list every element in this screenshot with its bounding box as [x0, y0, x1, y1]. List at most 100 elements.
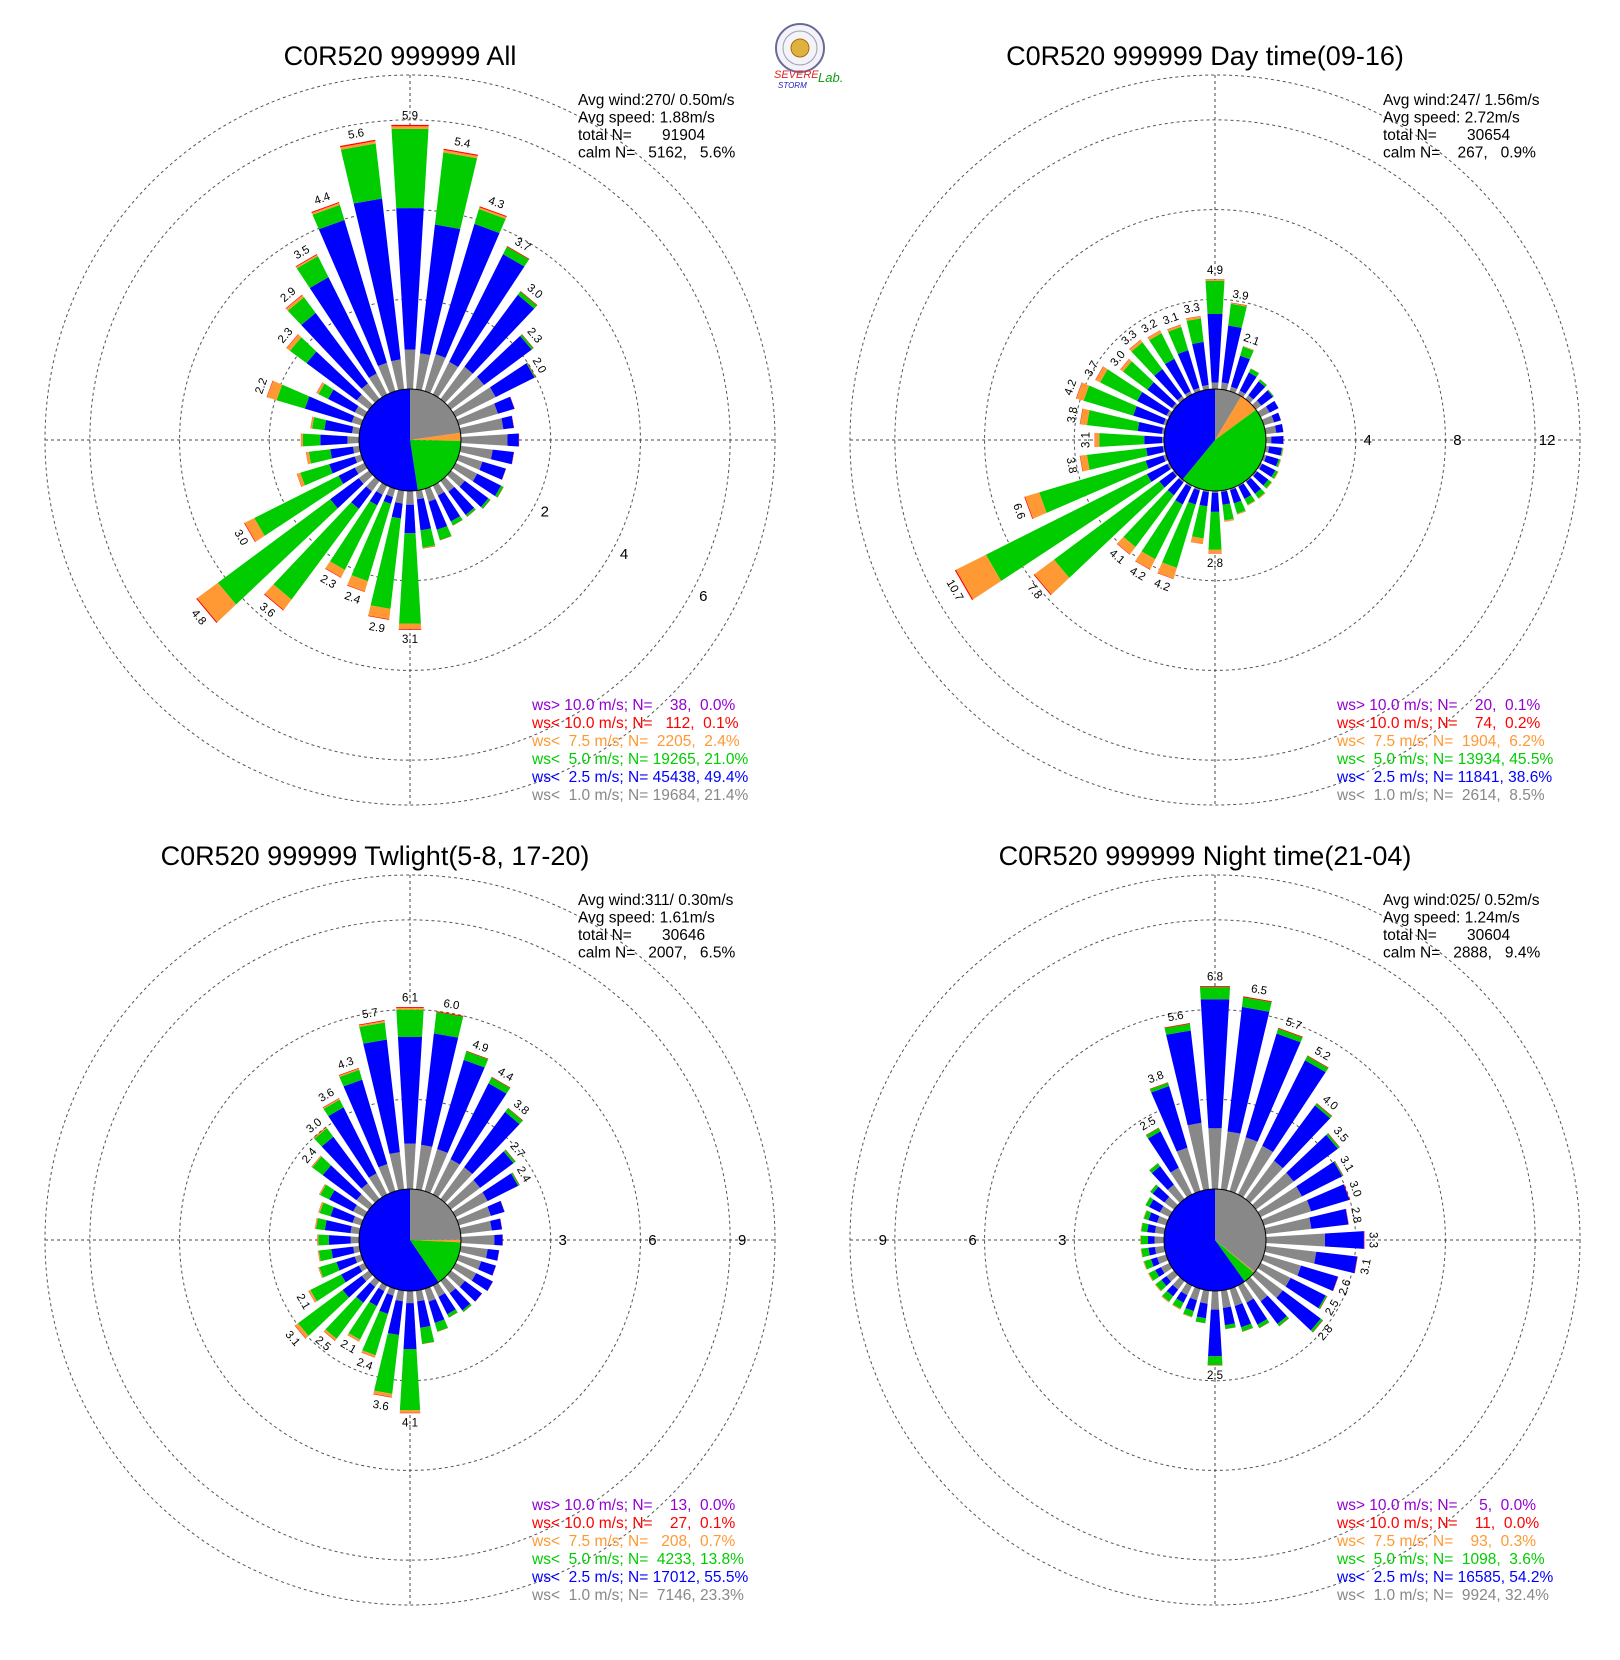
- bar-total-label: 6.8: [1207, 972, 1223, 984]
- bar-seg-lt5: [1195, 1316, 1206, 1324]
- calm-pie: [358, 1188, 462, 1292]
- bar-seg-lt10: [1243, 996, 1272, 1003]
- direction-bar-110: [456, 1254, 497, 1276]
- ring-label: 3: [559, 1232, 567, 1249]
- bar-seg-lt5: [396, 1009, 424, 1038]
- direction-bar-280: [1140, 1222, 1166, 1235]
- bar-seg-lt10: [521, 334, 534, 349]
- calm-pie-slice-blue: [1164, 389, 1215, 480]
- direction-bar-100: [1264, 445, 1284, 456]
- direction-bar-190: [1190, 489, 1210, 545]
- bar-seg-calm: [358, 470, 373, 484]
- bar-seg-lt5: [308, 449, 332, 464]
- bar-seg-lt2_5: [490, 363, 535, 398]
- bar-seg-lt2_5: [1309, 1208, 1349, 1229]
- bar-seg-calm: [459, 418, 504, 435]
- ring-label: 12: [1539, 432, 1556, 449]
- bar-seg-calm: [1185, 482, 1193, 488]
- calm-pie-slice-green: [410, 440, 461, 491]
- bar-total-label: 5.7: [361, 1007, 379, 1022]
- bar-seg-lt5: [1164, 1023, 1191, 1035]
- ring-label: 8: [1453, 432, 1461, 449]
- bar-seg-lt10: [500, 1200, 505, 1212]
- bar-seg-lt5: [312, 1156, 331, 1176]
- bar-seg-lt7_5: [1080, 454, 1090, 472]
- direction-bar-200: 2.4: [355, 1286, 396, 1373]
- bar-seg-lt10: [314, 1217, 317, 1230]
- direction-bar-80: [1264, 424, 1284, 435]
- bar-seg-lt5: [1149, 1163, 1161, 1174]
- calm-pie-slice-blue: [359, 1189, 439, 1291]
- direction-bar-140: [1245, 1277, 1290, 1327]
- bar-seg-lt2_5: [343, 1079, 388, 1168]
- bar-seg-lt5: [1208, 511, 1222, 550]
- bar-seg-calm: [352, 445, 361, 454]
- stat-line: calm N= 2007, 6.5%: [578, 945, 735, 962]
- bar-seg-calm: [440, 477, 455, 492]
- direction-bar-80: 2.8: [1264, 1206, 1363, 1235]
- bar-seg-lt2_5: [1307, 1184, 1350, 1212]
- bar-seg-lt2_5: [387, 1300, 403, 1336]
- bar-seg-lt10: [505, 1149, 516, 1162]
- bar-seg-lt2_5: [396, 208, 424, 350]
- bar-seg-lt2_5: [1271, 412, 1281, 423]
- bar-seg-lt7_5: [399, 1410, 421, 1413]
- bar-seg-lt10: [346, 585, 365, 593]
- bar-seg-lt7_5: [1182, 1313, 1193, 1318]
- wind-rose-daytime: C0R520 999999 Day time(09-16) 4 8 12 4.9 3.9 2…: [849, 41, 1581, 806]
- bar-seg-lt2_5: [1246, 1298, 1268, 1325]
- bar-seg-calm: [447, 1179, 481, 1210]
- bar-seg-lt2_5: [1151, 1166, 1174, 1190]
- bar-seg-lt7_5: [315, 1217, 318, 1230]
- bar-seg-lt10: [1224, 520, 1235, 522]
- bar-seg-lt2_5: [1177, 350, 1200, 391]
- bar-seg-lt2_5: [1256, 390, 1273, 406]
- bar-seg-lt2_5: [369, 1287, 385, 1307]
- bar-seg-lt2_5: [416, 498, 432, 531]
- direction-bar-0: 4.9: [1205, 265, 1225, 390]
- bar-seg-lt5: [310, 1274, 346, 1302]
- bar-seg-calm: [377, 362, 396, 394]
- bar-seg-lt2_5: [341, 1265, 363, 1283]
- direction-bar-90: [460, 1234, 503, 1246]
- bar-seg-lt7_5: [1135, 551, 1156, 570]
- bar-seg-calm: [368, 1173, 388, 1198]
- bar-seg-lt5: [1310, 1318, 1323, 1333]
- bar-seg-calm: [459, 1245, 488, 1259]
- direction-bar-120: [1257, 462, 1279, 480]
- bar-seg-lt10: [1095, 366, 1104, 381]
- bar-seg-lt2_5: [369, 491, 383, 506]
- bar-seg-lt2_5: [1147, 382, 1176, 408]
- direction-bar-30: [1237, 368, 1260, 398]
- bar-seg-calm: [1264, 1245, 1317, 1264]
- direction-bar-290: [1143, 1210, 1169, 1226]
- direction-bar-250: 6.6: [1010, 454, 1169, 521]
- direction-bar-350: 5.7: [358, 1007, 405, 1191]
- bar-seg-lt2_5: [1245, 1033, 1301, 1142]
- bar-seg-lt2_5: [494, 396, 515, 414]
- bar-seg-lt10: [520, 291, 538, 306]
- bar-seg-lt10: [482, 499, 491, 509]
- bar-seg-lt2_5: [1199, 491, 1209, 507]
- bar-total-label: 3.6: [257, 601, 277, 620]
- bar-seg-lt7_5: [373, 1390, 393, 1398]
- bar-seg-calm: [1200, 1289, 1210, 1304]
- calm-pie-slice-green: [1182, 409, 1267, 492]
- bar-seg-lt7_5: [1024, 492, 1047, 519]
- bar-seg-lt5: [1144, 1259, 1154, 1270]
- bar-seg-lt5: [315, 1218, 327, 1231]
- bar-seg-lt5: [399, 1349, 421, 1411]
- bar-seg-lt10: [1143, 1210, 1147, 1219]
- bar-seg-lt5: [1241, 997, 1272, 1012]
- bar-seg-lt10: [368, 615, 390, 620]
- legend-entry: ws< 10.0 m/s; N= 112, 0.1%: [531, 715, 739, 732]
- bar-seg-calm: [460, 434, 508, 446]
- bar-seg-lt5: [359, 1022, 387, 1044]
- bar-seg-lt5: [319, 1261, 340, 1278]
- bar-seg-lt2_5: [478, 1261, 496, 1276]
- bar-seg-lt5: [1240, 346, 1254, 360]
- bar-seg-lt2_5: [1148, 1212, 1160, 1223]
- bar-seg-calm: [1264, 425, 1277, 435]
- bar-seg-lt2_5: [477, 335, 532, 385]
